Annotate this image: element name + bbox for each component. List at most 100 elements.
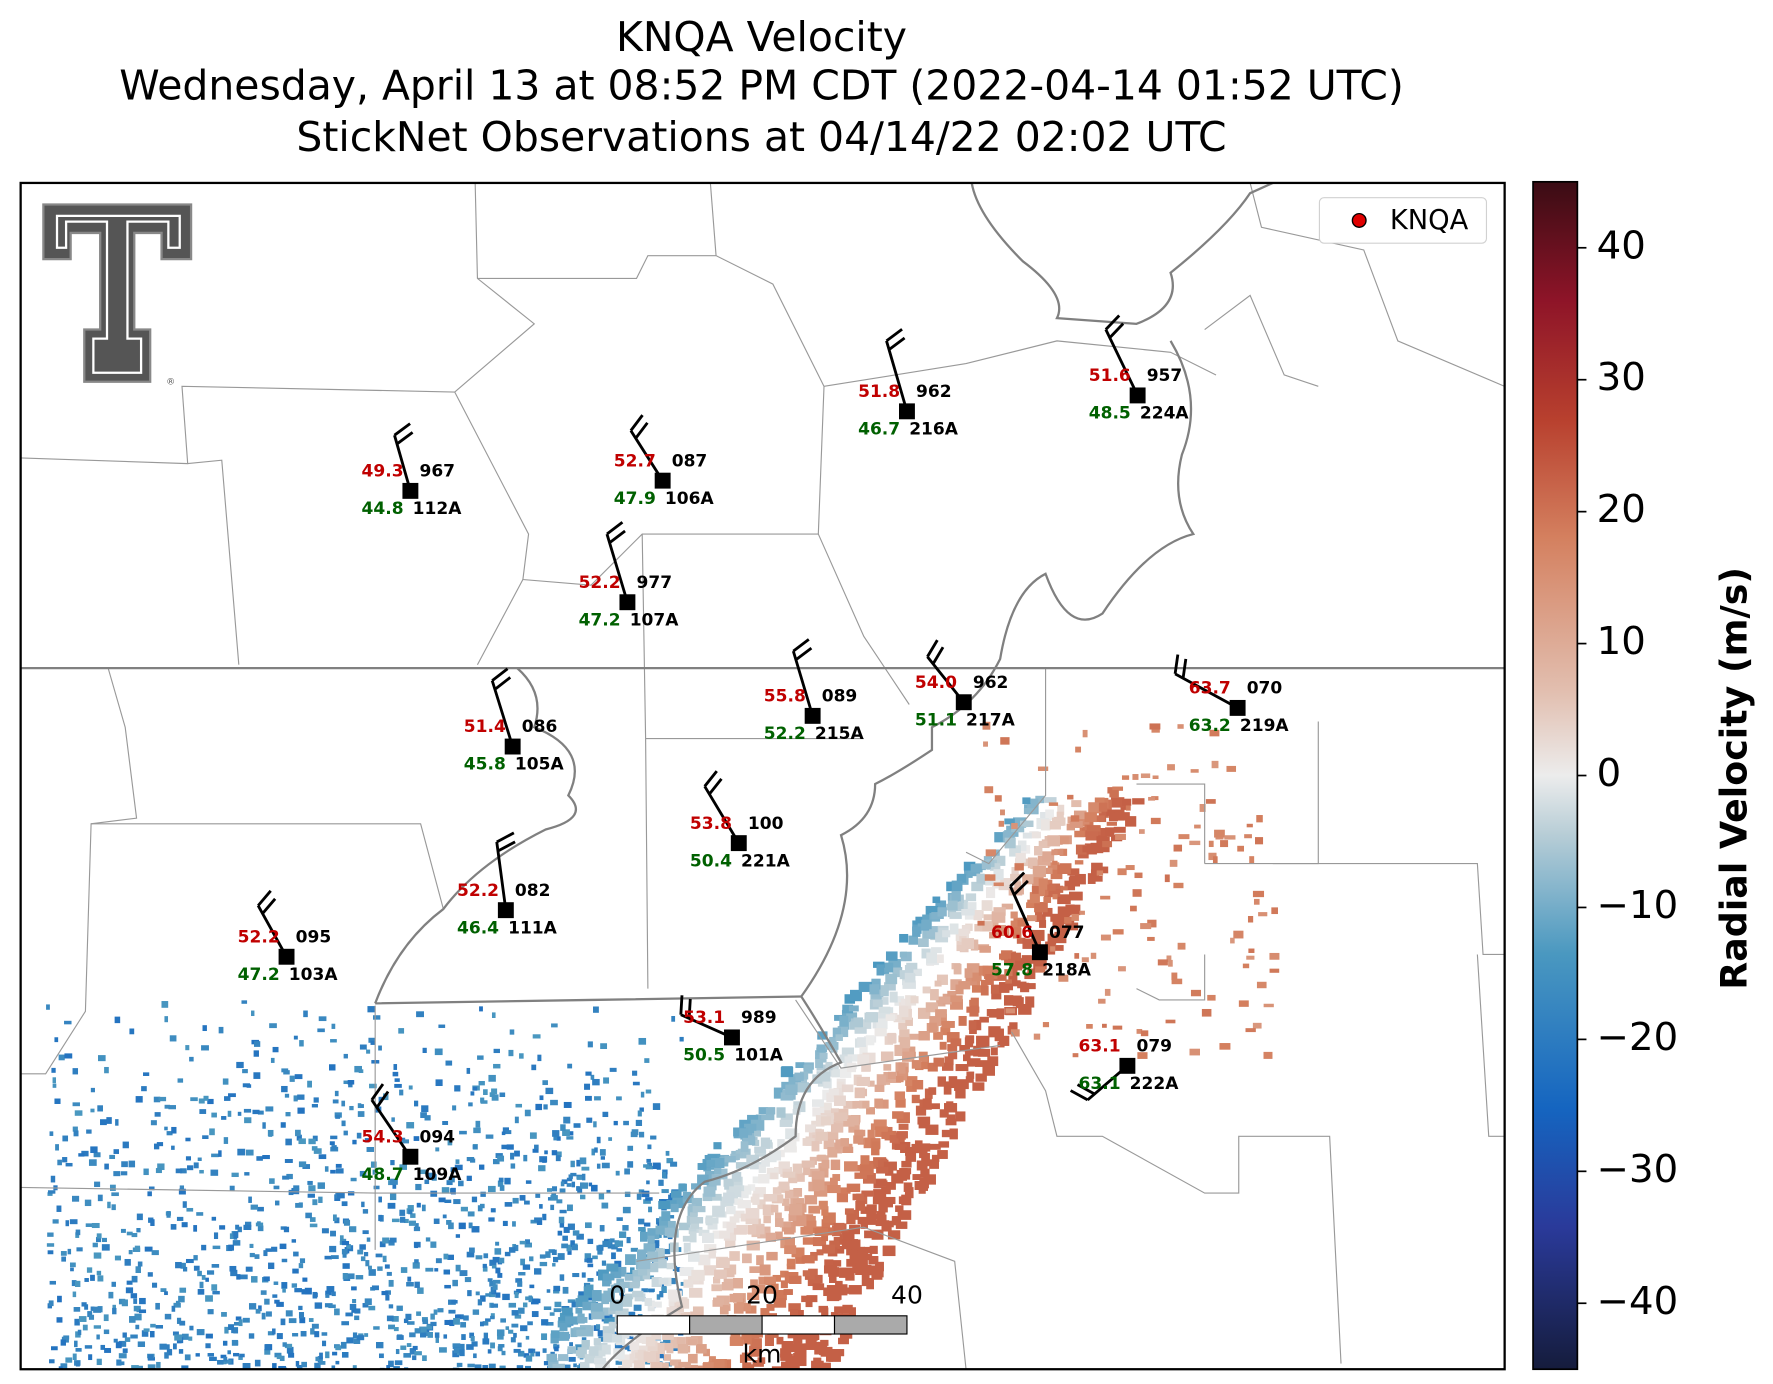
radar-gate bbox=[703, 1265, 717, 1276]
radar-gate bbox=[211, 1112, 217, 1118]
radar-gate bbox=[982, 721, 991, 730]
radar-gate bbox=[616, 1248, 623, 1252]
radar-gate bbox=[496, 1329, 505, 1337]
radar-gate bbox=[942, 930, 951, 938]
radar-gate bbox=[284, 1158, 293, 1163]
radar-gate bbox=[821, 1206, 829, 1216]
radar-gate bbox=[630, 1247, 638, 1252]
radar-gate bbox=[608, 1308, 620, 1315]
radar-gate bbox=[182, 1201, 187, 1208]
radar-gate bbox=[90, 1146, 98, 1154]
radar-gate bbox=[693, 1365, 705, 1370]
radar-gate bbox=[821, 1232, 829, 1242]
radar-gate bbox=[280, 1226, 287, 1230]
radar-gate bbox=[1244, 834, 1252, 839]
radar-gate bbox=[164, 1291, 168, 1296]
radar-gate bbox=[883, 1161, 897, 1171]
radar-gate bbox=[955, 1064, 969, 1072]
radar-gate bbox=[637, 1110, 642, 1117]
radar-gate bbox=[980, 985, 989, 996]
radar-gate bbox=[240, 1274, 248, 1280]
station-marker bbox=[402, 1148, 419, 1165]
radar-gate bbox=[1237, 845, 1245, 852]
radar-gate bbox=[74, 1340, 78, 1348]
radar-gate bbox=[567, 1299, 576, 1303]
radar-gate bbox=[282, 1342, 287, 1347]
radar-gate bbox=[357, 1111, 365, 1117]
radar-gate bbox=[875, 1261, 884, 1272]
radar-gate bbox=[1112, 929, 1124, 935]
radar-gate bbox=[341, 1248, 348, 1255]
radar-gate bbox=[209, 1356, 217, 1361]
radar-gate bbox=[584, 1222, 592, 1229]
radar-gate bbox=[640, 1228, 646, 1233]
radar-gate bbox=[632, 1290, 644, 1298]
radar-gate bbox=[698, 1254, 711, 1266]
radar-gate bbox=[644, 1298, 652, 1307]
radar-gate bbox=[1011, 822, 1018, 830]
radar-gate bbox=[284, 1093, 290, 1098]
radar-gate bbox=[211, 1284, 218, 1291]
radar-gate bbox=[918, 1031, 930, 1041]
radar-gate bbox=[49, 1280, 57, 1285]
radar-gate bbox=[558, 1354, 569, 1362]
radar-gate bbox=[757, 1357, 766, 1364]
radar-gate bbox=[274, 1352, 282, 1358]
radar-gate bbox=[392, 1071, 399, 1077]
radar-gate bbox=[334, 1112, 342, 1118]
radar-gate bbox=[979, 945, 991, 953]
radar-gate bbox=[899, 1037, 911, 1049]
radar-gate bbox=[711, 1359, 725, 1369]
radar-gate bbox=[933, 1057, 945, 1067]
radar-gate bbox=[73, 1307, 81, 1312]
radar-gate bbox=[867, 1213, 877, 1225]
radar-gate bbox=[852, 1193, 864, 1201]
radar-gate bbox=[395, 1348, 400, 1355]
radar-gate bbox=[299, 1040, 304, 1047]
radar-gate bbox=[806, 1295, 818, 1303]
radar-gate bbox=[896, 1131, 908, 1139]
radar-gate bbox=[281, 1282, 288, 1289]
radar-gate bbox=[433, 1218, 440, 1224]
radar-gate bbox=[525, 1335, 530, 1340]
radar-gate bbox=[655, 1225, 668, 1235]
radar-gate bbox=[706, 1159, 716, 1167]
radar-gate bbox=[343, 1219, 351, 1226]
scale-segment bbox=[689, 1315, 763, 1335]
radar-gate bbox=[357, 1249, 364, 1255]
radar-gate bbox=[342, 1273, 348, 1280]
radar-gate bbox=[514, 1116, 519, 1124]
radar-gate bbox=[131, 1275, 138, 1283]
radar-gate bbox=[469, 1247, 475, 1253]
radar-gate bbox=[185, 1045, 190, 1051]
radar-gate bbox=[961, 908, 975, 916]
radar-gate bbox=[563, 1226, 570, 1233]
radar-gate bbox=[437, 1308, 444, 1313]
radar-gate bbox=[722, 1359, 732, 1369]
temperature: 51.6 bbox=[1089, 366, 1131, 386]
radar-gate bbox=[635, 1119, 643, 1126]
radar-gate bbox=[750, 1119, 765, 1131]
radar-gate bbox=[1091, 815, 1105, 822]
radar-gate bbox=[1255, 837, 1264, 845]
radar-gate bbox=[503, 1130, 512, 1135]
radar-gate bbox=[795, 1309, 804, 1318]
radar-gate bbox=[434, 1268, 439, 1272]
radar-gate bbox=[900, 1045, 910, 1054]
radar-gate bbox=[623, 1120, 629, 1126]
radar-gate bbox=[1173, 882, 1184, 889]
radar-gate bbox=[781, 1066, 793, 1076]
radar-gate bbox=[78, 1153, 85, 1157]
radar-gate bbox=[560, 1124, 566, 1131]
radar-gate bbox=[693, 1226, 703, 1233]
radar-gate bbox=[359, 1044, 367, 1050]
radar-gate bbox=[255, 1308, 261, 1314]
radar-gate bbox=[510, 1163, 516, 1169]
pressure: 094 bbox=[419, 1127, 455, 1147]
radar-gate bbox=[220, 1354, 227, 1359]
radar-gate bbox=[814, 1228, 829, 1236]
dewpoint: 57.8 bbox=[991, 960, 1033, 980]
radar-gate bbox=[60, 1363, 68, 1369]
wind-barb bbox=[370, 1083, 412, 1158]
radar-gate bbox=[221, 1312, 227, 1317]
